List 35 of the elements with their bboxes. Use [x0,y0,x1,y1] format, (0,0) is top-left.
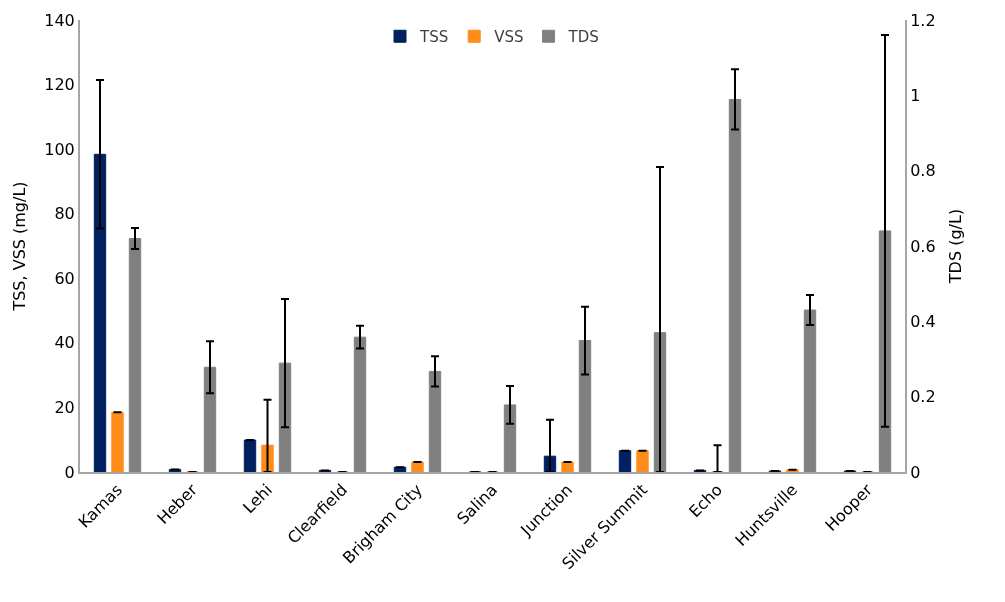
legend-label: TDS [567,28,599,47]
y2-tick-label: 0.8 [910,161,936,181]
y-axis-title: TSS, VSS (mg/L) [9,181,29,312]
bar [803,309,817,472]
y2-tick-label: 0.6 [910,236,936,256]
y2-tick-label: 1.2 [910,10,936,30]
y-tick-label: 40 [54,333,75,353]
bar [618,450,632,472]
bar [411,461,424,472]
bar [503,404,517,472]
bar [636,450,649,472]
y2-tick-label: 0.4 [910,311,936,331]
legend-label: VSS [494,28,524,47]
bar [128,237,142,472]
bar [578,340,592,472]
y2-axis-title: TDS (g/L) [945,208,965,285]
y-tick-label: 60 [54,268,75,288]
bar [111,411,124,472]
legend-label: TSS [419,28,449,47]
y-tick-label: 0 [64,462,75,482]
bar [428,370,442,472]
bar [243,439,257,472]
bar [353,336,367,472]
y-tick-label: 80 [54,204,75,224]
bar [93,153,107,472]
y2-tick-label: 0.2 [910,387,936,407]
y-tick-label: 140 [44,10,75,30]
y-tick-label: 120 [44,75,75,95]
y-tick-label: 100 [44,139,75,159]
bar [728,98,742,472]
bar [203,366,217,472]
bar [561,461,574,472]
y2-tick-label: 1 [910,85,921,105]
y2-tick-label: 0 [910,462,921,482]
y-tick-label: 20 [54,398,75,418]
